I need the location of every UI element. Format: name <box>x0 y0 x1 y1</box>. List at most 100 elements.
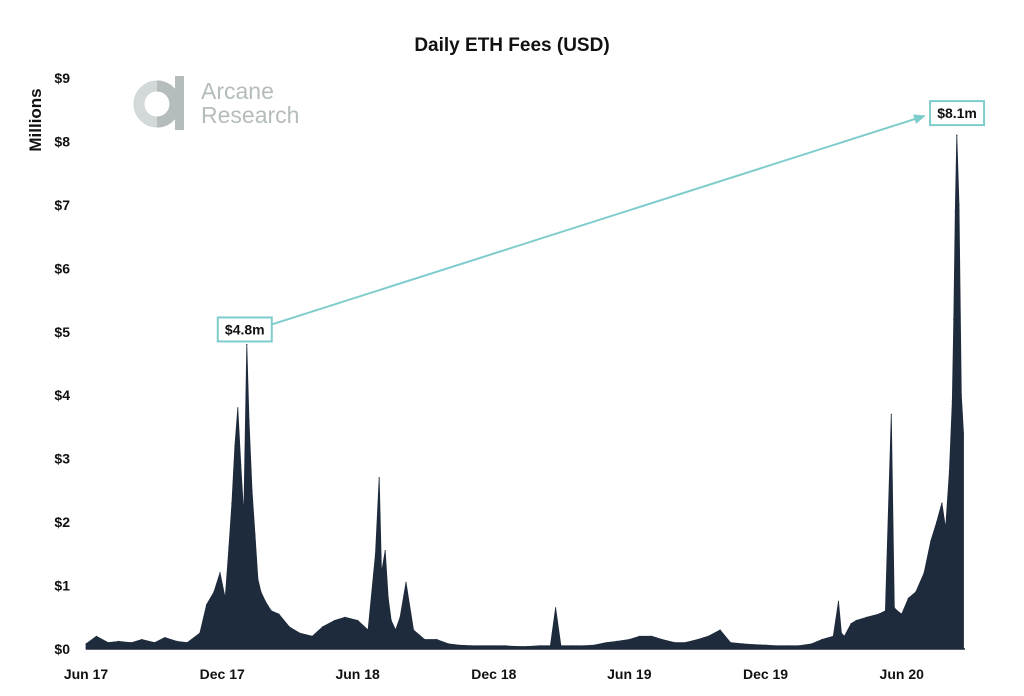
data-point <box>322 626 324 628</box>
data-point <box>930 540 932 542</box>
data-point <box>237 407 239 409</box>
data-point <box>118 640 120 643</box>
data-point <box>707 635 709 637</box>
data-point <box>936 521 938 523</box>
data-point <box>374 553 377 555</box>
data-point <box>878 613 880 615</box>
data-point <box>367 629 369 631</box>
data-point <box>260 591 262 593</box>
data-point <box>555 607 557 609</box>
data-point <box>246 343 248 346</box>
data-point <box>941 502 943 504</box>
data-point <box>560 645 562 647</box>
data-point <box>719 629 721 631</box>
y-tick-label: $4 <box>54 387 70 403</box>
data-point <box>840 632 843 634</box>
data-point <box>395 629 397 631</box>
data-point <box>164 637 166 639</box>
logo-line-1: Arcane <box>201 78 274 104</box>
data-point <box>526 645 529 648</box>
data-point <box>264 600 266 603</box>
growth-arrow <box>271 114 926 326</box>
data-point <box>493 645 495 647</box>
data-point <box>234 445 236 447</box>
data-point <box>583 645 585 647</box>
data-point <box>821 638 823 641</box>
x-axis: Jun 17 Dec 17 Jun 18 Dec 18 Jun 19 Dec 19 Jun … <box>64 666 924 682</box>
data-point <box>399 616 401 618</box>
data-point <box>896 610 898 612</box>
y-tick-label: $1 <box>54 578 70 594</box>
data-point <box>228 546 230 549</box>
data-point <box>948 470 951 472</box>
data-point <box>231 502 233 504</box>
data-point <box>405 581 407 584</box>
y-tick-label: $6 <box>54 260 70 276</box>
data-point <box>344 616 346 618</box>
data-point <box>893 607 895 609</box>
data-point <box>257 578 259 580</box>
data-point <box>380 572 383 574</box>
callout-box <box>929 100 986 127</box>
x-tick-label: Jun 17 <box>64 666 109 682</box>
data-point <box>436 638 438 641</box>
data-point <box>661 638 663 641</box>
data-point <box>832 635 834 637</box>
x-tick-label: Jun 18 <box>335 666 380 682</box>
data-point <box>953 318 955 320</box>
data-point <box>593 644 595 646</box>
data-point <box>539 645 541 647</box>
data-point <box>243 515 245 517</box>
data-point <box>447 643 450 645</box>
data-point <box>954 210 956 212</box>
data-point <box>424 638 426 641</box>
x-tick-label: Dec 17 <box>200 666 245 682</box>
data-point <box>412 629 415 631</box>
data-point <box>278 613 280 615</box>
y-tick-label: $9 <box>54 70 70 86</box>
data-point <box>240 464 242 466</box>
series-layer <box>85 134 965 650</box>
data-point <box>798 645 800 647</box>
y-axis: $0 $1 $2 $3 $4 $5 $6 $7 $8 $9 <box>54 70 70 657</box>
data-point <box>570 645 572 647</box>
data-point <box>334 619 336 622</box>
data-point <box>866 616 868 618</box>
data-point <box>956 134 958 136</box>
data-point <box>311 635 313 637</box>
data-point <box>470 645 473 647</box>
data-point <box>907 597 910 599</box>
data-point <box>742 643 744 645</box>
callout-2018-peak: $4.8m <box>216 316 273 343</box>
logo-line-2: Research <box>201 102 299 128</box>
data-point <box>141 638 143 641</box>
y-tick-label: $7 <box>54 197 70 213</box>
data-point <box>951 401 953 403</box>
data-point <box>837 600 840 603</box>
data-point <box>85 643 87 645</box>
data-point <box>206 604 208 606</box>
y-axis-label: Millions <box>26 88 45 151</box>
logo: Arcane Research <box>133 76 299 130</box>
data-point <box>95 635 97 637</box>
data-point <box>775 645 777 647</box>
x-tick-label: Jun 20 <box>880 666 925 682</box>
data-point <box>458 644 460 646</box>
data-point <box>639 635 641 637</box>
data-point <box>186 642 188 644</box>
data-point <box>855 619 857 622</box>
data-point <box>387 597 389 599</box>
data-point <box>788 645 790 647</box>
data-point <box>960 394 962 396</box>
data-point <box>107 642 109 644</box>
data-point <box>764 644 767 646</box>
y-tick-label: $3 <box>54 451 70 467</box>
fees-series-area <box>85 135 964 650</box>
data-point <box>248 420 250 422</box>
arcane-research-logo-icon <box>133 76 184 130</box>
callout-label: $8.1m <box>937 105 977 121</box>
data-point <box>219 572 221 574</box>
data-point <box>915 591 917 593</box>
data-point <box>503 645 505 647</box>
data-point <box>850 623 852 625</box>
